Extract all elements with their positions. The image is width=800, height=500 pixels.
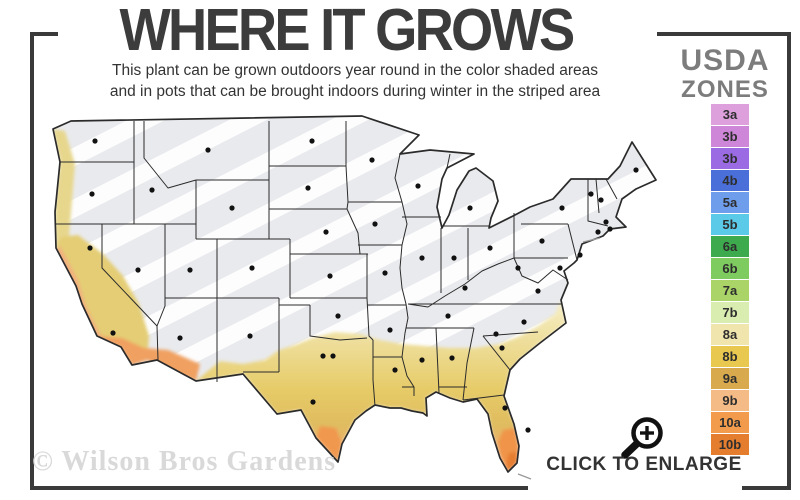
frame-border-top-right [657,32,791,36]
zone-swatch-6b-7: 6b [711,258,749,279]
zone-swatch-5b-5: 5b [711,214,749,235]
watermark: © Wilson Bros Gardens [32,446,337,477]
zone-swatch-7b-9: 7b [711,302,749,323]
usda-zones-subtitle: ZONES [681,76,769,103]
frame-border-right [787,32,791,490]
zone-swatch-6a-6: 6a [711,236,749,257]
zone-swatch-4b-3: 4b [711,170,749,191]
coast-details [517,237,601,480]
subtitle-line-2: and in pots that can be brought indoors … [109,83,601,100]
zone-swatch-3b-1: 3b [711,126,749,147]
us-zone-map[interactable] [50,108,662,490]
zone-swatch-7a-8: 7a [711,280,749,301]
zone-swatch-3a-0: 3a [711,104,749,125]
zone-swatch-9a-12: 9a [711,368,749,389]
zone-swatch-8a-10: 8a [711,324,749,345]
us-zone-map-svg [52,115,657,480]
click-to-enlarge-label[interactable]: CLICK TO ENLARGE [546,454,742,475]
frame-border-top-left [30,32,58,36]
page-title: WHERE IT GROWS [119,0,576,63]
state-borders [55,121,618,407]
zone-swatch-9b-13: 9b [711,390,749,411]
magnifier-zoom-icon[interactable] [616,413,668,468]
zone-swatch-10a-14: 10a [711,412,749,433]
zone-swatch-5a-4: 5a [711,192,749,213]
subtitle-line-1: This plant can be grown outdoors year ro… [112,62,598,79]
zone-swatch-8b-11: 8b [711,346,749,367]
frame-border-bottom-left [30,486,528,490]
usda-zones-title: USDA [680,44,770,77]
zone-swatch-10b-15: 10b [711,434,749,455]
city-dots [87,138,639,433]
zone-swatch-3b-2: 3b [711,148,749,169]
frame-border-bottom-right [742,486,791,490]
frame-border-left [30,32,34,490]
zone-list: 3a 3b 3b 4b 5a 5b 6a 6b 7a 7b 8a 8b 9a 9b 10a 10b [711,104,749,456]
